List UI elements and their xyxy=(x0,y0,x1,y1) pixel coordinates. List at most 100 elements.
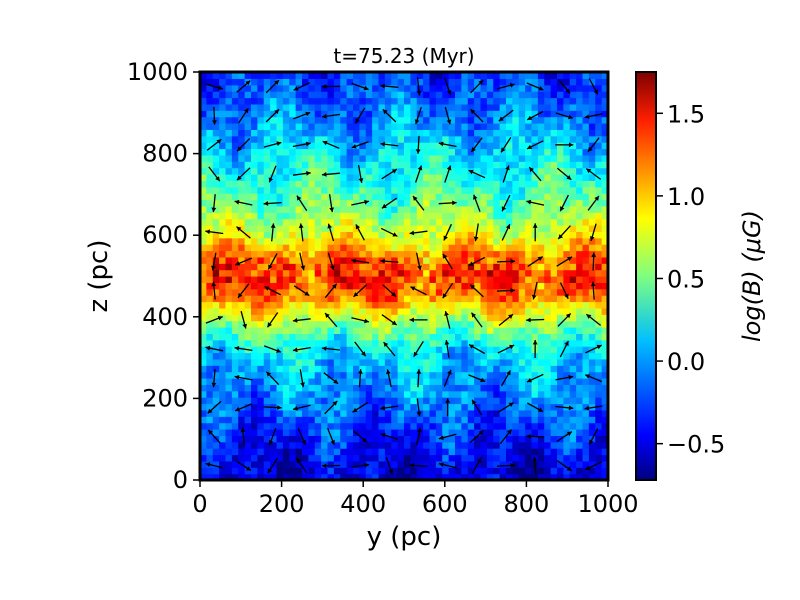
heatmap-cell xyxy=(493,346,501,354)
heatmap-cell xyxy=(563,269,571,277)
field-arrow xyxy=(211,281,217,300)
heatmap-cell xyxy=(506,129,513,137)
heatmap-cell xyxy=(595,365,603,373)
heatmap-cell xyxy=(448,429,456,436)
heatmap-cell xyxy=(544,327,552,334)
heatmap-cell xyxy=(219,167,227,175)
heatmap-cell xyxy=(251,231,258,239)
heatmap-cell xyxy=(525,346,533,354)
heatmap-cell xyxy=(518,148,526,156)
heatmap-cell xyxy=(455,460,462,468)
heatmap-cell xyxy=(550,378,558,385)
heatmap-cell xyxy=(327,218,335,226)
heatmap-cell xyxy=(595,409,603,417)
heatmap-cell xyxy=(340,225,348,232)
heatmap-cell xyxy=(582,358,590,366)
heatmap-cell xyxy=(289,435,297,443)
heatmap-cell xyxy=(569,225,577,232)
heatmap-cell xyxy=(391,205,399,213)
heatmap-cell xyxy=(397,225,405,232)
heatmap-cell xyxy=(231,135,239,143)
heatmap-cell xyxy=(212,422,220,430)
field-arrow xyxy=(321,84,341,89)
heatmap-cell xyxy=(308,193,316,201)
heatmap-cell xyxy=(212,473,220,480)
heatmap-cell xyxy=(289,167,297,175)
heatmap-cell xyxy=(244,174,252,181)
heatmap-cell xyxy=(423,161,431,169)
heatmap-cell xyxy=(340,467,348,475)
heatmap-cell xyxy=(365,327,373,334)
heatmap-cell xyxy=(308,441,316,449)
heatmap-cell xyxy=(276,78,284,86)
heatmap-cell xyxy=(537,174,545,181)
heatmap-cell xyxy=(276,148,284,156)
heatmap-cell xyxy=(595,263,603,271)
heatmap-cell xyxy=(499,365,507,373)
heatmap-cell xyxy=(435,161,443,169)
heatmap-cell xyxy=(512,78,520,86)
heatmap-cell xyxy=(512,167,520,175)
heatmap-cell xyxy=(442,123,450,130)
heatmap-cell xyxy=(410,199,418,207)
heatmap-cell xyxy=(569,454,577,462)
heatmap-cell xyxy=(359,384,367,392)
heatmap-cell xyxy=(455,250,462,258)
heatmap-cell xyxy=(295,110,303,118)
heatmap-cell xyxy=(416,174,424,181)
heatmap-cell xyxy=(467,161,475,169)
heatmap-cell xyxy=(512,333,520,341)
heatmap-cell xyxy=(486,231,494,239)
heatmap-cell xyxy=(467,384,475,392)
heatmap-cell xyxy=(231,429,239,436)
heatmap-cell xyxy=(302,307,309,315)
heatmap-cell xyxy=(333,148,341,156)
heatmap-cell xyxy=(314,416,322,424)
heatmap-cell xyxy=(435,371,443,379)
heatmap-cell xyxy=(372,276,380,283)
heatmap-cell xyxy=(537,142,545,150)
heatmap-cell xyxy=(257,276,265,283)
heatmap-cell xyxy=(219,205,227,213)
field-arrow xyxy=(416,77,422,96)
heatmap-cell xyxy=(397,397,405,405)
heatmap-cell xyxy=(569,110,577,118)
heatmap-cell xyxy=(333,416,341,424)
heatmap-cell xyxy=(448,365,456,373)
field-arrow xyxy=(526,110,544,121)
heatmap-cell xyxy=(397,263,405,271)
heatmap-cell xyxy=(550,174,558,181)
heatmap-cell xyxy=(435,193,443,201)
field-arrow xyxy=(589,223,597,242)
heatmap-cell xyxy=(467,180,475,188)
heatmap-cell xyxy=(499,237,507,245)
heatmap-cell xyxy=(276,288,284,296)
heatmap-cell xyxy=(467,135,475,143)
heatmap-cell xyxy=(435,314,443,322)
heatmap-cell xyxy=(544,358,552,366)
heatmap-cell xyxy=(308,142,316,150)
heatmap-cell xyxy=(448,263,456,271)
heatmap-cell xyxy=(314,263,322,271)
heatmap-cell xyxy=(486,103,494,111)
heatmap-cell xyxy=(557,135,564,143)
heatmap-cell xyxy=(518,244,526,252)
heatmap-cell xyxy=(314,365,322,373)
heatmap-cell xyxy=(340,390,348,398)
heatmap-cell xyxy=(429,339,437,347)
heatmap-cell xyxy=(219,327,227,334)
heatmap-cell xyxy=(270,371,278,379)
heatmap-cell xyxy=(576,295,584,303)
heatmap-cell xyxy=(499,193,507,201)
heatmap-cell xyxy=(588,422,596,430)
heatmap-cell xyxy=(467,276,475,283)
heatmap-cell xyxy=(455,135,462,143)
heatmap-cell xyxy=(518,371,526,379)
heatmap-cell xyxy=(321,78,329,86)
heatmap-cell xyxy=(251,333,258,341)
heatmap-cell xyxy=(251,460,258,468)
heatmap-cell xyxy=(588,218,596,226)
heatmap-cell xyxy=(346,448,354,456)
field-arrow xyxy=(526,82,544,91)
heatmap-cell xyxy=(455,129,462,137)
